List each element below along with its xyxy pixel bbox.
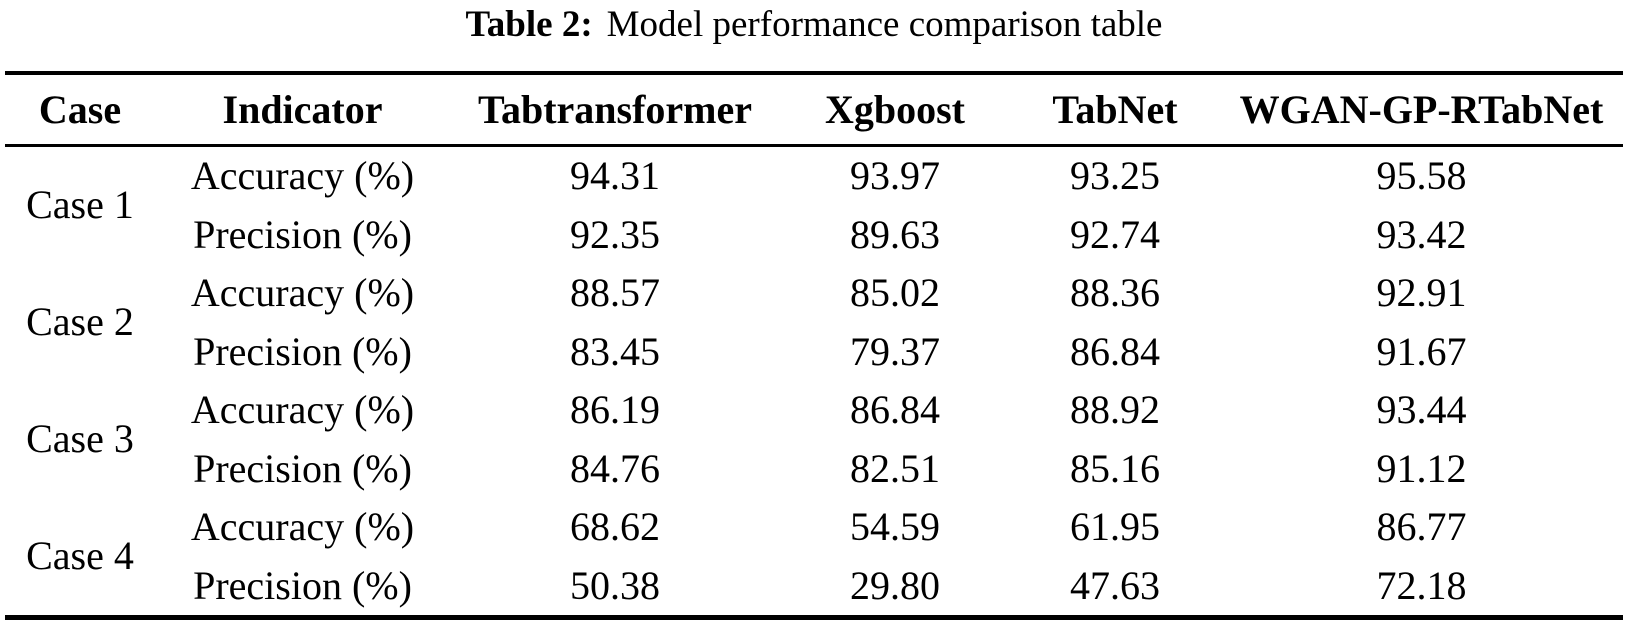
column-header-tabnet: TabNet [1010,73,1220,147]
table-caption-text: Model performance comparison table [606,4,1163,45]
value-cell: 47.63 [1070,562,1160,608]
value-cell: 93.42 [1376,211,1467,257]
value-cell: 54.59 [850,504,940,549]
value-cell: 85.16 [1070,445,1160,491]
value-cell: 94.31 [570,153,660,198]
table-row: Case 2 Accuracy (%) 88.57 85.02 88.36 92.91 [5,264,1623,344]
value-cell: 61.95 [1070,504,1160,549]
value-cell: 82.51 [850,445,940,491]
value-cell: 93.25 [1070,153,1160,198]
value-cell: 85.02 [850,270,940,315]
table-caption: Table 2: Model performance comparison tab… [0,0,1628,71]
value-cell: 93.97 [850,153,940,198]
value-cell: 95.58 [1376,153,1467,198]
table-row: Precision (%) 84.76 82.51 85.16 91.12 [5,440,1623,499]
table-row: Case 4 Accuracy (%) 68.62 54.59 61.95 86.77 [5,498,1623,578]
case-cell: Case 2 [26,299,134,345]
value-cell: 92.35 [570,211,660,257]
table-row: Precision (%) 50.38 29.80 47.63 72.18 [5,557,1623,618]
column-header-tabtransformer: Tabtransformer [450,73,780,147]
indicator-cell: Accuracy (%) [190,504,415,549]
value-cell: 91.12 [1376,445,1467,491]
indicator-cell: Precision (%) [193,328,412,374]
table-row: Case 3 Accuracy (%) 86.19 86.84 88.92 93.44 [5,381,1623,461]
indicator-cell: Accuracy (%) [190,270,415,315]
value-cell: 86.77 [1376,504,1467,549]
column-header-case: Case [5,73,155,147]
value-cell: 79.37 [850,328,940,374]
indicator-cell: Accuracy (%) [190,153,415,198]
indicator-cell: Precision (%) [193,562,412,608]
column-header-xgboost: Xgboost [780,73,1010,147]
table-header: Case Indicator Tabtransformer Xgboost Ta… [5,73,1623,147]
case-cell: Case 1 [26,182,134,228]
value-cell: 89.63 [850,211,940,257]
value-cell: 29.80 [850,562,940,608]
table-row: Precision (%) 83.45 79.37 86.84 91.67 [5,323,1623,382]
table-caption-label: Table 2: [465,4,593,45]
value-cell: 91.67 [1376,328,1467,374]
column-header-indicator: Indicator [155,73,450,147]
value-cell: 88.92 [1070,387,1160,432]
value-cell: 72.18 [1376,562,1467,608]
indicator-cell: Precision (%) [193,445,412,491]
value-cell: 86.19 [570,387,660,432]
indicator-cell: Precision (%) [193,211,412,257]
value-cell: 86.84 [850,387,940,432]
value-cell: 92.74 [1070,211,1160,257]
indicator-cell: Accuracy (%) [190,387,415,432]
value-cell: 86.84 [1070,328,1160,374]
case-cell: Case 4 [26,533,134,579]
table-body: Case 1 Accuracy (%) 94.31 93.97 93.25 95.58 Pr… [5,146,1623,618]
value-cell: 83.45 [570,328,660,374]
value-cell: 68.62 [570,504,660,549]
value-cell: 93.44 [1376,387,1467,432]
header-row: Case Indicator Tabtransformer Xgboost Ta… [5,73,1623,147]
case-cell: Case 3 [26,416,134,462]
column-header-wgan-gp-rtabnet: WGAN-GP-RTabNet [1220,73,1623,147]
table-row: Precision (%) 92.35 89.63 92.74 93.42 [5,206,1623,265]
value-cell: 88.57 [570,270,660,315]
table-row: Case 1 Accuracy (%) 94.31 93.97 93.25 95.58 [5,146,1623,227]
value-cell: 84.76 [570,445,660,491]
performance-table: Case Indicator Tabtransformer Xgboost Ta… [5,71,1623,620]
value-cell: 88.36 [1070,270,1160,315]
value-cell: 50.38 [570,562,660,608]
value-cell: 92.91 [1376,270,1467,315]
